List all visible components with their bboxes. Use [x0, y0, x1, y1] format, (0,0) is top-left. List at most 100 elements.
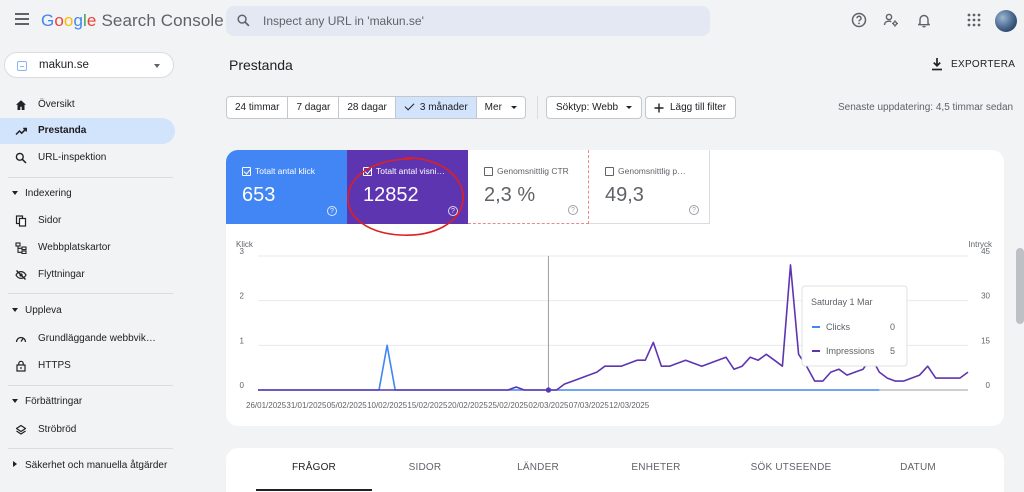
add-filter-label: Lägg till filter [670, 102, 727, 113]
help-icon[interactable] [851, 12, 867, 28]
checkbox-icon[interactable] [605, 167, 614, 176]
metric-total-clicks[interactable]: Totalt antal klick 653 ? [226, 150, 347, 224]
range-more[interactable]: Mer [477, 97, 525, 118]
divider [8, 177, 173, 178]
sidebar-item-label: Prestanda [38, 125, 87, 136]
sidebar-item-sidor[interactable]: Sidor [0, 208, 175, 234]
section-label: Förbättringar [25, 396, 83, 407]
range-3m[interactable]: 3 månader [395, 97, 477, 118]
metric-total-impressions[interactable]: Totalt antal visningar 12852 ? [347, 150, 468, 224]
metric-average-ctr[interactable]: Genomsnittlig CTR 2,3 % ? [468, 150, 589, 224]
tooltip-series-name: Clicks [826, 322, 850, 332]
property-selector[interactable]: makun.se [4, 52, 174, 78]
tooltip-date: Saturday 1 Mar [811, 297, 873, 307]
check-icon [404, 100, 415, 111]
sidebar-item-prestanda[interactable]: Prestanda [0, 118, 175, 144]
help-icon[interactable]: ? [568, 205, 578, 215]
menu-icon[interactable] [15, 13, 29, 25]
tab-enheter[interactable]: ENHETER [631, 462, 681, 473]
top-bar: Google Search Console [0, 0, 1024, 44]
metric-average-position[interactable]: Genomsnittlig position 49,3 ? [589, 150, 710, 224]
visibility-off-icon [15, 270, 27, 280]
notifications-icon[interactable] [916, 12, 932, 28]
section-forbattringar[interactable]: Förbättringar [0, 391, 175, 413]
tab-sidor[interactable]: SIDOR [408, 462, 442, 473]
search-icon [15, 152, 27, 164]
sidebar-item-label: Sidor [38, 215, 62, 226]
y-right-tick-label: 15 [981, 336, 990, 345]
tooltip-series-name: Impressions [826, 346, 875, 356]
help-icon[interactable]: ? [448, 206, 458, 216]
sidebar-item-strobrod[interactable]: Ströbröd [0, 417, 175, 443]
tab-lander[interactable]: LÄNDER [517, 462, 559, 473]
y-right-tick-label: 30 [981, 292, 990, 301]
search-console-logo[interactable]: Google Search Console [41, 11, 224, 31]
checkbox-icon[interactable] [242, 167, 251, 176]
x-tick-label: 20/02/2025 [448, 401, 489, 410]
search-icon [237, 14, 250, 27]
y-left-tick-label: 2 [240, 292, 245, 301]
account-avatar[interactable] [995, 10, 1017, 32]
search-type-filter[interactable]: Söktyp: Webb [546, 96, 643, 119]
tab-sok-utseende[interactable]: SÖK UTSEENDE [750, 462, 832, 473]
section-label: Säkerhet och manuella åtgärder [25, 460, 168, 471]
dropdown-caret-icon [154, 64, 160, 68]
right-axis-title: Intryck [968, 240, 993, 249]
sidebar-item-label: HTTPS [38, 360, 71, 371]
sidebar-item-label: Översikt [38, 99, 75, 110]
scrollbar[interactable] [1016, 248, 1024, 324]
impressions-series-line [258, 264, 969, 391]
tab-datum[interactable]: DATUM [900, 462, 936, 473]
sidebar-item-label: Webbplatskartor [38, 242, 111, 253]
home-icon [16, 100, 26, 110]
logo-letter: g [73, 11, 84, 30]
range-28d[interactable]: 28 dagar [339, 97, 396, 118]
divider [8, 385, 173, 386]
url-inspect-input[interactable] [263, 6, 703, 36]
checkbox-icon[interactable] [363, 167, 372, 176]
export-label: EXPORTERA [951, 59, 1016, 70]
checkbox-icon[interactable] [484, 167, 493, 176]
section-indexering[interactable]: Indexering [0, 183, 175, 205]
logo-letter: e [86, 11, 97, 30]
range-label: 3 månader [419, 102, 468, 113]
section-label: Indexering [25, 188, 72, 199]
sidebar-item-core-web-vitals[interactable]: Grundläggande webbvik… [0, 326, 175, 352]
sidebar: makun.se Översikt Prestanda URL-inspekti… [0, 44, 186, 492]
tooltip-series-value: 0 [890, 322, 895, 332]
collapse-icon [12, 191, 18, 195]
range-7d[interactable]: 7 dagar [288, 97, 340, 118]
y-left-tick-label: 1 [240, 336, 245, 345]
sidebar-item-https[interactable]: HTTPS [0, 353, 175, 379]
page-title: Prestanda [229, 57, 293, 73]
logo-letter: l [83, 11, 87, 30]
x-tick-label: 12/03/2025 [609, 401, 650, 410]
apps-grid-icon[interactable] [966, 12, 982, 28]
dropdown-caret-icon [510, 105, 517, 109]
url-inspect-search[interactable] [226, 6, 710, 36]
tab-fragor[interactable]: FRÅGOR [256, 448, 372, 492]
y-right-tick-label: 45 [981, 247, 990, 256]
section-upplevelse[interactable]: Upplevа [0, 300, 175, 322]
sidebar-item-flyttningar[interactable]: Flyttningar [0, 262, 175, 288]
users-settings-icon[interactable] [883, 12, 899, 28]
y-right-tick-label: 0 [986, 381, 991, 390]
help-icon[interactable]: ? [327, 206, 337, 216]
range-24h[interactable]: 24 timmar [227, 97, 289, 118]
sidebar-item-url-inspektion[interactable]: URL-inspektion [0, 145, 175, 171]
sidebar-item-oversikt[interactable]: Översikt [0, 92, 175, 118]
property-name: makun.se [39, 59, 89, 71]
speed-gauge-icon [15, 336, 27, 343]
metric-label: Genomsnittlig position [618, 166, 688, 176]
tooltip-series-value: 5 [890, 346, 895, 356]
trending-up-icon [15, 127, 27, 136]
metric-label: Totalt antal visningar [376, 166, 448, 176]
metric-label: Genomsnittlig CTR [497, 166, 569, 176]
section-sakerhet[interactable]: Säkerhet och manuella åtgärder [0, 455, 175, 477]
divider [537, 96, 538, 119]
sitemap-icon [15, 242, 27, 254]
sidebar-item-webbplatskartor[interactable]: Webbplatskartor [0, 235, 175, 261]
help-icon[interactable]: ? [689, 205, 699, 215]
add-filter-button[interactable]: Lägg till filter [645, 96, 737, 119]
